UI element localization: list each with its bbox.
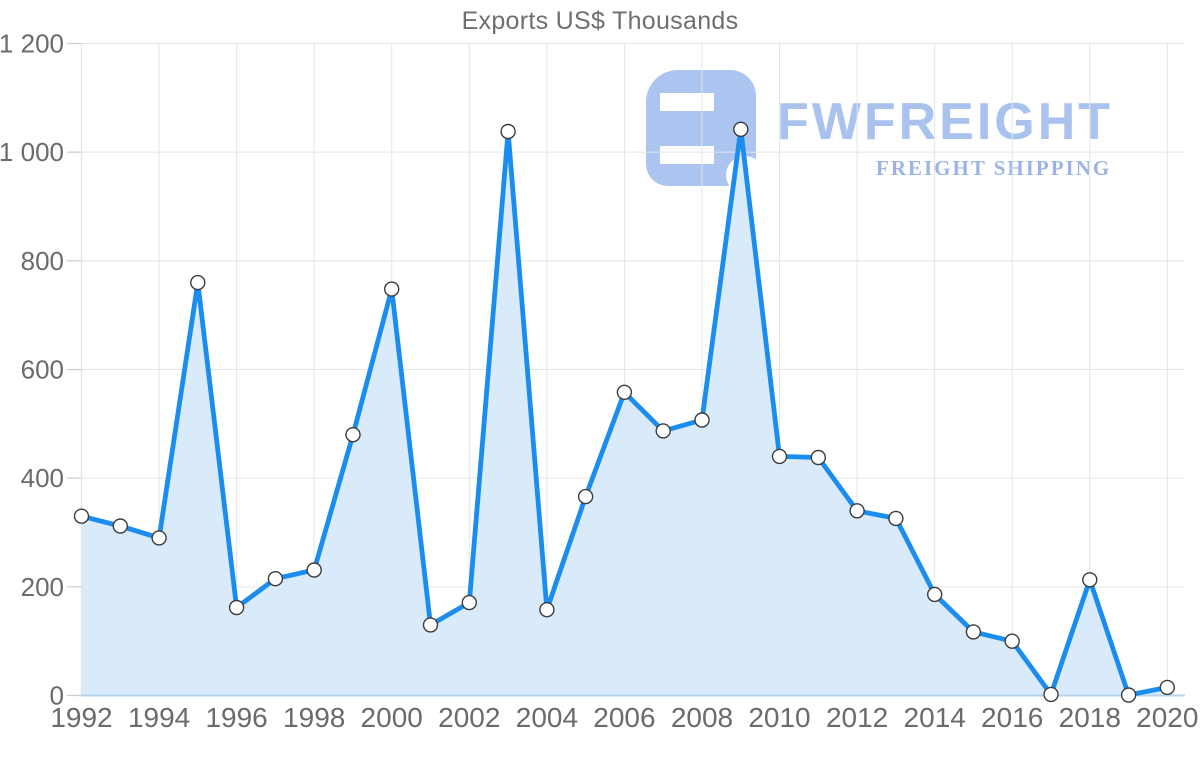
data-point-2001	[422, 617, 439, 633]
data-point-2017	[1043, 686, 1059, 703]
data-point-1999	[345, 427, 361, 443]
x-axis-label: 2020	[1136, 702, 1198, 733]
data-point-2012	[849, 503, 865, 519]
y-axis-labels: 0 200 400 600 800 1 000 1 200	[0, 29, 64, 711]
y-axis-label: 1 000	[0, 137, 64, 167]
x-axis-label: 2016	[981, 702, 1043, 733]
data-point-2008	[694, 412, 710, 428]
data-point-2006	[616, 384, 633, 400]
data-point-2011	[810, 449, 826, 466]
data-point-2013	[888, 510, 904, 527]
data-point-2019	[1120, 687, 1137, 703]
brand-name: FWFREIGHT	[777, 93, 1114, 151]
y-axis-label: 400	[21, 463, 64, 493]
x-axis-label: 2002	[438, 702, 500, 733]
x-axis-label: 1992	[50, 702, 112, 733]
y-axis-label: 0	[50, 681, 64, 711]
x-axis-label: 2004	[516, 702, 578, 733]
data-point-2000	[384, 281, 400, 297]
data-point-2004	[539, 602, 555, 618]
data-point-2018	[1082, 572, 1098, 588]
x-axis-label: 2012	[826, 702, 888, 733]
x-axis-label: 1994	[128, 702, 190, 733]
x-axis-label: 1998	[283, 702, 345, 733]
y-axis-label: 200	[21, 572, 64, 602]
x-axis-label: 1996	[205, 702, 267, 733]
data-point-1994	[151, 530, 167, 546]
data-point-2005	[577, 488, 594, 505]
area-fill	[81, 129, 1168, 696]
y-axis-label: 600	[21, 355, 64, 385]
x-axis-label: 2008	[671, 702, 733, 733]
x-axis-label: 2010	[748, 702, 810, 733]
data-point-1993	[112, 518, 129, 534]
data-point-1995	[190, 274, 206, 291]
logo-slot	[660, 93, 714, 111]
data-point-1997	[267, 571, 284, 587]
data-point-2010	[771, 448, 788, 465]
logo-slot	[660, 146, 714, 164]
data-point-1992	[73, 508, 90, 524]
x-axis-labels: 1992 1994 1996 1998 2000 2002 2004 2006 2008 2010…	[50, 702, 1198, 733]
data-point-2014	[927, 586, 943, 603]
data-point-2009	[733, 121, 749, 138]
x-axis-label: 2018	[1059, 702, 1121, 733]
data-point-2002	[461, 594, 477, 611]
y-axis-label: 1 200	[0, 29, 64, 59]
x-axis-label: 2014	[904, 702, 966, 733]
x-axis-label: 2000	[361, 702, 423, 733]
data-point-2003	[500, 123, 516, 140]
y-axis-label: 800	[21, 246, 64, 276]
data-point-2007	[655, 423, 671, 439]
chart-title: Exports US$ Thousands	[461, 7, 739, 35]
brand-tagline: FREIGHT SHIPPING	[876, 156, 1112, 180]
data-markers	[73, 121, 1176, 703]
data-point-1996	[228, 599, 245, 616]
data-point-2016	[1004, 633, 1020, 649]
data-point-1998	[306, 562, 322, 578]
data-point-2015	[965, 624, 982, 640]
x-axis-label: 2006	[593, 702, 655, 733]
data-point-2020	[1159, 679, 1176, 696]
